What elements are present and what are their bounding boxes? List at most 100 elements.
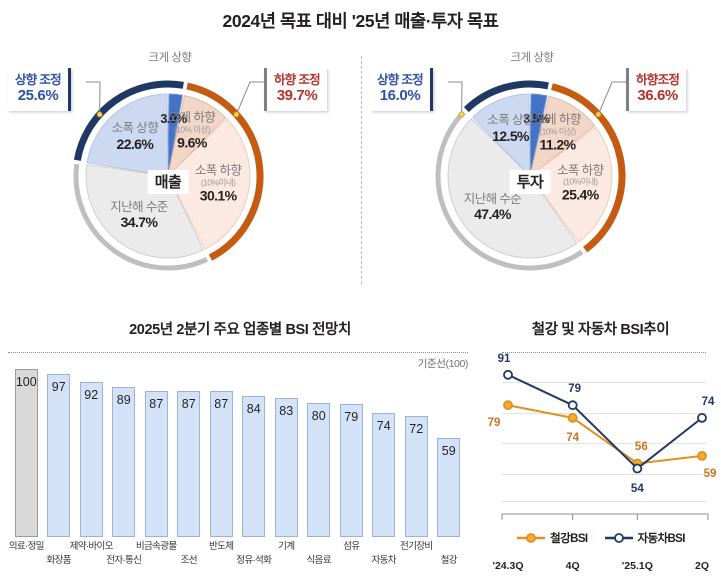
slice-sublabel: (10% 이상) (173, 124, 211, 135)
bar-rect (404, 416, 428, 537)
slice-name: 지난해 수준 (463, 192, 522, 207)
bar-category-label: 반도체 (209, 541, 234, 552)
slice-value: 25.4% (561, 186, 599, 203)
callout-title: 상향 조정 (15, 73, 62, 87)
legend-marker-icon (604, 533, 633, 543)
pie-svg-sales (73, 80, 264, 271)
bar-rect (339, 404, 363, 537)
line-gridline (502, 443, 706, 445)
line-gridline (502, 412, 706, 414)
slice-value: 47.4% (474, 206, 511, 223)
pie-ring-sales-same (73, 163, 209, 271)
slice-value: 34.7% (120, 214, 158, 231)
pie-slice-investment-1 (529, 95, 596, 178)
line-x-label: '24.3Q (492, 560, 524, 572)
bar-rect (372, 412, 396, 537)
callout-value: 16.0% (379, 87, 421, 104)
legend-marker-icon (517, 533, 546, 543)
bar-rect (307, 402, 331, 537)
line-point-label-auto: 79 (568, 383, 582, 396)
bar-value: 84 (246, 401, 261, 416)
bar-chart-title: 2025년 2분기 주요 업종별 BSI 전망치 (129, 322, 351, 338)
bar-category-label: 전기장비 (399, 541, 433, 552)
bar-column: 83 (274, 397, 298, 537)
bar-value: 100 (15, 375, 37, 389)
bar-category-label: 제약·바이오 (69, 541, 114, 552)
bar-rect (437, 437, 461, 537)
pie-slice-investment-0 (529, 93, 548, 177)
line-point-marker (697, 450, 707, 461)
callout-value: 36.6% (637, 87, 678, 104)
pie-slice-label-sales-1: 크게 하향 (10% 이상) 9.6% (169, 111, 216, 151)
slice-name: 크게 하향 (534, 112, 581, 127)
slice-name: 소폭 하향 (194, 163, 242, 178)
line-series-steel (507, 404, 703, 465)
line-gridline (502, 501, 706, 503)
line-chart-svg (501, 369, 709, 520)
pie-ring-investment-down (551, 83, 626, 253)
bar-value: 87 (181, 396, 196, 411)
pie-slice-label-investment-2: 소폭 하향 (10%이내) 25.4% (557, 163, 604, 203)
line-point-marker (503, 369, 513, 380)
bar-column: 100 (14, 369, 38, 537)
pie-slice-sales-1 (167, 95, 227, 178)
line-point-label-auto: 54 (630, 482, 644, 495)
pie-slice-label-sales-3: 지난해 수준 34.7% (110, 199, 168, 231)
bar-value: 79 (344, 410, 359, 425)
bar-rect (177, 390, 201, 537)
line-point-label-steel: 79 (487, 417, 501, 430)
baseline-note: 기준선(100) (417, 358, 469, 370)
slice-value: 11.2% (539, 136, 577, 153)
bar-column: 80 (307, 402, 331, 537)
slice-sublabel: (10% 이상) (539, 126, 576, 137)
line-point-marker (567, 400, 578, 411)
line-point-label-auto: 74 (701, 395, 715, 408)
callout-up-sales: 상향 조정 25.6% (8, 68, 71, 111)
callout-down-sales: 하향 조정 39.7% (264, 68, 327, 111)
line-baseline (502, 352, 706, 353)
slice-value: 30.1% (199, 187, 237, 204)
bar-value: 89 (116, 393, 131, 408)
legend-label: 자동차BSI (637, 533, 686, 545)
legend-item-auto[interactable]: 자동차BSI (604, 530, 685, 546)
bar-rect (209, 390, 233, 537)
bar-category-label: 섬유 (343, 541, 360, 552)
line-x-label: '25.1Q (621, 560, 653, 572)
pie-slice-investment-4 (472, 93, 531, 178)
bar-value: 87 (214, 396, 229, 411)
bar-category-label: 기계 (278, 541, 295, 552)
bar-category-label: 의료·정밀 (8, 541, 45, 552)
line-chart: 79 74 56 59 91 79 54 74 '24.3Q 4Q '25.1Q 2Q 철강BSI 자동차… (480, 352, 721, 581)
line-x-label: 2Q (694, 560, 710, 572)
pie-slice-sales-3 (85, 164, 205, 259)
bar-value: 83 (279, 403, 294, 418)
bar-category-label: 조선 (180, 555, 198, 566)
slice-name: 소폭 하향 (557, 163, 604, 178)
bar-column: 72 (404, 416, 428, 537)
bar-value: 80 (311, 408, 326, 423)
slice-name: 지난해 수준 (110, 199, 168, 214)
slice-value: 12.5% (492, 127, 529, 144)
pie-slice-label-investment-1: 크게 하향 (10% 이상) 11.2% (534, 112, 581, 153)
line-legend: 철강BSI 자동차BSI (480, 530, 721, 546)
bar-rect (144, 390, 168, 537)
bar-column: 87 (177, 390, 201, 537)
bar-chart: 기준선(100) 100 의료·정밀 97 화장품 92 제약·바이오 89 전자·통신 87 비… (0, 352, 480, 581)
pie-slice-label-investment-3: 지난해 수준 47.4% (463, 192, 522, 223)
bar-rect (112, 387, 136, 537)
bar-category-label: 정유·석화 (236, 555, 272, 566)
bar-value: 72 (409, 422, 424, 437)
pie-ring-sales-down (186, 82, 264, 261)
pie-slice-investment-2 (529, 126, 613, 243)
bar-category-label: 철강 (440, 555, 458, 566)
line-x-label: 4Q (565, 560, 580, 572)
line-x-axis (501, 513, 709, 520)
bar-column: 79 (339, 404, 363, 537)
pie-slice-label-sales-2: 소폭 하향 (10%이내) 30.1% (194, 163, 242, 204)
bar-value: 92 (84, 388, 99, 403)
bar-rect (47, 374, 71, 537)
slice-sublabel: (10%이내) (200, 177, 236, 188)
slice-value: 3.0% (160, 111, 187, 126)
legend-item-steel[interactable]: 철강BSI (516, 530, 588, 546)
bar-value: 97 (51, 380, 66, 395)
